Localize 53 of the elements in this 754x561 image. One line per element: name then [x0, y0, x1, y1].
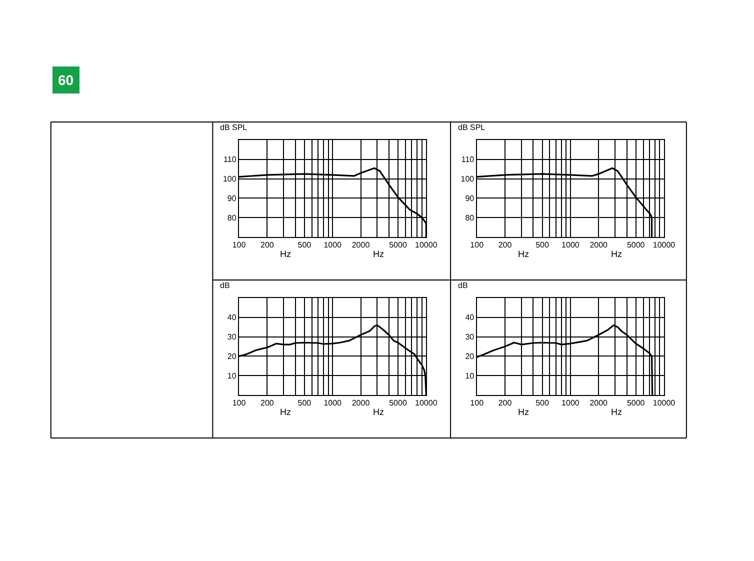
x-tick-label: 10000 — [415, 240, 438, 250]
x-tick-label: 2000 — [590, 240, 608, 250]
text: Hz — [611, 407, 622, 417]
y-tick-label: 90 — [465, 194, 475, 203]
x-tick-label: 200 — [498, 240, 512, 250]
x-tick-label: 5000 — [626, 398, 646, 408]
text: 60 — [58, 72, 74, 88]
x-tick-label: 5000 — [389, 240, 408, 250]
y-tick-label: 80 — [465, 213, 475, 222]
x-tick-label: 2000 — [590, 398, 608, 408]
x-tick-label: 1000 — [562, 240, 580, 250]
x-tick-label: 500 — [536, 240, 550, 250]
y-tick-label: 40 — [465, 313, 475, 322]
x-tick-label: 2000 — [352, 398, 370, 408]
y-tick-label: 10 — [465, 371, 475, 380]
x-tick-label: 200 — [260, 240, 274, 250]
y-axis-title: dB SPL — [220, 123, 248, 132]
text: Hz — [280, 407, 292, 417]
x-tick-label: 500 — [298, 240, 312, 250]
y-axis-title: dB — [220, 281, 230, 290]
y-axis-title: dB SPL — [458, 123, 486, 132]
y-tick-label: 10 — [227, 371, 237, 380]
text: Hz — [373, 249, 384, 259]
text: Hz — [611, 249, 622, 259]
y-tick-label: 40 — [227, 313, 237, 322]
x-tick-label: 2000 — [352, 240, 370, 250]
x-tick-label: 200 — [260, 398, 274, 408]
y-tick-label: 30 — [465, 332, 475, 342]
text: Hz — [518, 249, 530, 259]
x-tick-label: 5000 — [389, 398, 408, 408]
y-tick-label: 20 — [465, 352, 475, 361]
x-tick-label: 1000 — [324, 398, 342, 408]
y-tick-label: 110 — [461, 155, 475, 164]
y-tick-label: 90 — [227, 194, 237, 203]
x-tick-label: 10000 — [652, 398, 676, 408]
y-tick-label: 100 — [222, 174, 237, 184]
text: Hz — [280, 249, 292, 259]
x-tick-label: 10000 — [652, 240, 676, 250]
x-tick-label: 200 — [498, 398, 512, 408]
text: Hz — [373, 407, 384, 417]
y-tick-label: 20 — [227, 352, 237, 361]
x-tick-label: 500 — [536, 398, 550, 408]
x-tick-label: 1000 — [562, 398, 580, 408]
x-tick-label: 5000 — [626, 240, 646, 250]
y-tick-label: 100 — [460, 174, 475, 184]
y-tick-label: 30 — [227, 332, 237, 342]
x-tick-label: 1000 — [324, 240, 342, 250]
y-axis-title: dB — [458, 281, 468, 290]
x-tick-label: 500 — [298, 398, 312, 408]
x-tick-label: 10000 — [415, 398, 438, 408]
y-tick-label: 110 — [224, 155, 237, 164]
y-tick-label: 80 — [227, 213, 237, 222]
text: Hz — [518, 407, 530, 417]
